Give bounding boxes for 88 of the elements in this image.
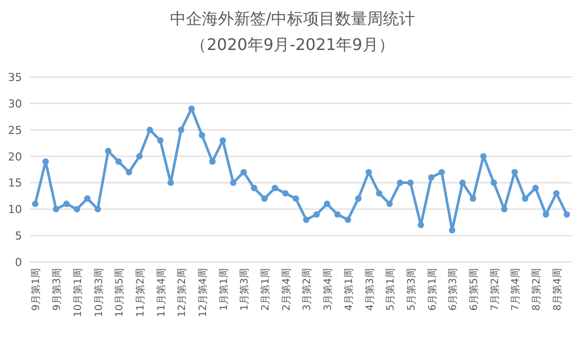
point xyxy=(198,132,206,138)
point xyxy=(63,200,70,208)
point xyxy=(564,211,570,218)
x-tick-label: 1月第1周 xyxy=(218,268,230,311)
point xyxy=(448,227,456,234)
y-tick-label: 5 xyxy=(15,230,22,243)
x-tick-label: 7月第2周 xyxy=(488,268,501,311)
point xyxy=(168,180,174,186)
point xyxy=(136,153,143,160)
x-tick-label: 9月第3周 xyxy=(51,268,64,311)
point xyxy=(418,222,424,228)
y-tick-label: 35 xyxy=(8,71,22,84)
point xyxy=(532,184,539,192)
point xyxy=(428,174,434,181)
point xyxy=(282,190,289,196)
x-tick-label: 8月第4周 xyxy=(551,268,564,311)
point xyxy=(146,126,154,134)
y-tick-label: 10 xyxy=(8,203,22,216)
point xyxy=(74,206,80,212)
point xyxy=(334,211,341,218)
chart-title: 中企海外新签/中标项目数量周统计 xyxy=(170,9,416,28)
point xyxy=(94,206,101,212)
x-tick-label: 12月第2周 xyxy=(176,268,188,318)
point xyxy=(501,206,508,212)
point xyxy=(480,153,487,160)
point xyxy=(52,206,60,212)
point xyxy=(220,137,226,144)
point xyxy=(542,211,550,218)
x-tick-label: 6月第1周 xyxy=(426,268,438,311)
point xyxy=(313,211,320,218)
point xyxy=(209,158,216,165)
x-tick-label: 10月第5周 xyxy=(114,268,126,318)
y-tick-label: 0 xyxy=(15,256,22,269)
point xyxy=(104,148,112,154)
point xyxy=(115,158,122,165)
point xyxy=(32,200,38,208)
point xyxy=(230,180,236,186)
point xyxy=(240,168,247,176)
x-tick-label: 3月第4周 xyxy=(322,268,334,311)
x-tick-label: 10月第1周 xyxy=(72,268,84,318)
point xyxy=(303,216,310,223)
point xyxy=(126,168,132,176)
point xyxy=(188,106,195,112)
y-tick-label: 25 xyxy=(8,124,22,137)
x-tick-label: 2月第4周 xyxy=(280,268,292,311)
x-tick-label: 1月第3周 xyxy=(238,268,251,311)
x-tick-label: 8月第2周 xyxy=(530,268,543,311)
x-tick-label: 11月第4周 xyxy=(155,268,168,318)
point xyxy=(407,180,414,186)
point xyxy=(42,158,49,165)
point xyxy=(84,195,91,202)
point xyxy=(250,184,258,192)
point xyxy=(459,180,466,186)
x-tick-label: 10月第3周 xyxy=(92,268,105,318)
x-tick-label: 7月第4周 xyxy=(510,268,522,311)
point xyxy=(272,184,278,192)
point xyxy=(553,190,560,196)
point xyxy=(178,126,184,134)
x-tick-label: 3月第2周 xyxy=(301,268,314,311)
point xyxy=(522,195,528,202)
x-tick-label: 5月第3周 xyxy=(405,268,418,311)
point xyxy=(470,195,476,202)
point xyxy=(438,168,445,176)
point xyxy=(490,180,498,186)
point xyxy=(324,200,330,208)
x-tick-label: 4月第3周 xyxy=(364,268,376,311)
x-tick-label: 11月第2周 xyxy=(134,268,146,318)
point xyxy=(344,216,352,223)
point xyxy=(261,195,268,202)
point xyxy=(157,137,164,144)
x-tick-label: 4月第1周 xyxy=(342,268,355,311)
x-tick-label: 5月第1周 xyxy=(384,268,397,311)
point xyxy=(292,195,299,202)
point xyxy=(355,195,362,202)
point xyxy=(366,168,372,176)
y-tick-label: 20 xyxy=(8,150,22,164)
point xyxy=(376,190,382,196)
x-tick-label: 9月第1周 xyxy=(30,268,42,311)
x-tick-label: 2月第1周 xyxy=(260,268,272,311)
point xyxy=(386,200,393,208)
x-tick-label: 6月第3周 xyxy=(447,268,460,311)
y-tick-label: 15 xyxy=(8,176,22,190)
chart-subtitle: （2020年9月-2021年9月） xyxy=(190,35,394,54)
y-tick-label: 30 xyxy=(8,97,22,110)
point xyxy=(396,180,404,186)
x-tick-label: 6月第5周 xyxy=(468,268,480,311)
x-tick-label: 12月第4周 xyxy=(196,268,209,318)
point xyxy=(511,168,518,176)
